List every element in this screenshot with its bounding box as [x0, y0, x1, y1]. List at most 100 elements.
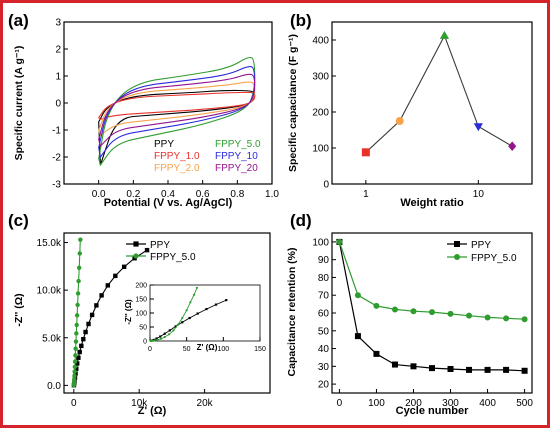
- point-d-FPPY_5.0: [503, 315, 510, 322]
- point-c-PPY: [144, 247, 150, 253]
- legend-c-PPY: PPY: [150, 240, 170, 251]
- point-d-FPPY_5.0: [336, 238, 343, 245]
- point-b-FPPY_20: [508, 141, 517, 151]
- point-c-FPPY_5.0: [74, 322, 79, 328]
- xtick-d-100-label: 100: [368, 398, 385, 409]
- ytick-a-3-label: 3: [55, 18, 61, 29]
- point-c-PPY: [74, 366, 79, 371]
- point-c-FPPY_5.0: [72, 376, 77, 382]
- point-c-PPY: [99, 293, 104, 298]
- point-d-PPY: [521, 367, 528, 374]
- inset-point-c-PPY: [196, 312, 199, 315]
- point-b-FPPY_10: [473, 123, 483, 132]
- ytick-d-100-label: 100: [312, 237, 329, 248]
- xtick-a-0.0-label: 0.0: [92, 189, 106, 200]
- ytick-d-30-label: 30: [318, 362, 330, 373]
- point-c-PPY: [89, 312, 95, 318]
- xlabel-a: Potential (V vs. Ag/AgCl): [104, 197, 233, 209]
- cv-loop-FPPY_5.0: [98, 56, 256, 167]
- ytick-b-0-label: 0: [323, 180, 329, 191]
- panel-label-d: (d): [290, 211, 312, 230]
- inset-ytick-c-150-label: 150: [135, 296, 147, 303]
- ytick-d-40-label: 40: [318, 344, 330, 355]
- inset-ytick-c-100-label: 100: [135, 310, 147, 317]
- inset-point-c-FPPY_5.0: [185, 309, 188, 312]
- point-b-FPPY_5.0: [439, 30, 450, 39]
- ytick-a-0-label: 0: [55, 99, 61, 110]
- inset-point-c-PPY: [163, 332, 166, 335]
- ytick-c-15000-label: 15.0k: [37, 238, 62, 249]
- inset-ylabel-c: -Z'' (Ω): [124, 299, 133, 325]
- legend-a-FPPY_2.0: FPPY_2.0: [154, 163, 200, 174]
- inset-point-c-FPPY_5.0: [189, 301, 192, 304]
- inset-xtick-c-50-label: 50: [183, 346, 191, 353]
- xtick-a-0.6-label: 0.6: [196, 189, 210, 200]
- ytick-d-20-label: 20: [318, 380, 330, 391]
- ytick-c-5000-label: 5.0k: [42, 333, 62, 344]
- inset-xtick-c-0-label: 0: [148, 346, 152, 353]
- ytick-a--2-label: -2: [52, 153, 61, 164]
- xtick-c-20000-label: 20k: [197, 398, 214, 409]
- inset-xtick-c-150-label: 150: [254, 346, 266, 353]
- xlabel-d: Cycle number: [396, 405, 469, 417]
- inset-point-c-PPY: [155, 337, 158, 340]
- inset-point-c-FPPY_5.0: [195, 286, 199, 289]
- xtick-d-400-label: 400: [479, 398, 496, 409]
- point-c-PPY: [77, 349, 82, 355]
- point-d-PPY: [391, 361, 398, 368]
- inset-point-c-FPPY_5.0: [159, 337, 163, 340]
- ytick-b-200-label: 200: [312, 108, 329, 119]
- point-d-PPY: [373, 350, 380, 357]
- inset-point-c-PPY: [159, 335, 162, 338]
- xlabel-c: Z' (Ω): [138, 405, 167, 417]
- point-d-PPY: [447, 366, 454, 372]
- panel-label-a: (a): [8, 11, 29, 30]
- ytick-d-60-label: 60: [318, 309, 330, 320]
- point-c-FPPY_5.0: [73, 346, 78, 351]
- ytick-c-0-label: 0.0: [47, 381, 61, 392]
- inset-point-c-PPY: [214, 303, 218, 306]
- point-d-PPY: [503, 366, 510, 373]
- legend-d-marker-FPPY_5.0: [454, 254, 460, 260]
- point-c-PPY: [94, 303, 99, 308]
- point-c-PPY: [105, 283, 111, 288]
- cv-loop-FPPY_10: [98, 66, 256, 159]
- point-d-FPPY_5.0: [410, 308, 417, 315]
- legend-c-FPPY_5.0: FPPY_5.0: [150, 252, 196, 263]
- point-c-FPPY_5.0: [73, 339, 79, 344]
- point-d-FPPY_5.0: [354, 292, 361, 299]
- ylabel-a: Specific current (A g⁻¹): [13, 46, 25, 161]
- inset-point-c-FPPY_5.0: [172, 329, 175, 332]
- point-c-FPPY_5.0: [74, 313, 80, 318]
- point-d-FPPY_5.0: [484, 314, 491, 321]
- point-d-PPY: [466, 366, 473, 373]
- legend-d-FPPY_5.0: FPPY_5.0: [471, 253, 517, 264]
- point-d-FPPY_5.0: [466, 312, 473, 319]
- legend-c-marker-FPPY_5.0: [133, 253, 139, 259]
- cv-loop-FPPY_1.0: [97, 91, 256, 120]
- legend-a-FPPY_5.0: FPPY_5.0: [215, 139, 261, 150]
- inset-point-c-PPY: [188, 316, 191, 320]
- ytick-d-70-label: 70: [318, 291, 330, 302]
- point-d-FPPY_5.0: [521, 316, 528, 323]
- point-d-PPY: [410, 363, 417, 370]
- inset-point-c-PPY: [225, 299, 228, 302]
- point-c-PPY: [121, 264, 127, 270]
- legend-d-marker-PPY: [454, 241, 460, 247]
- axes-frame-b: [331, 21, 533, 185]
- xtick-d-0-label: 0: [337, 398, 343, 409]
- inset-ytick-c-50-label: 50: [139, 324, 147, 331]
- xtick-c-10000-label: 10k: [131, 398, 148, 409]
- point-d-PPY: [429, 365, 435, 372]
- inset-point-c-FPPY_5.0: [181, 316, 184, 320]
- ytick-b-100-label: 100: [312, 144, 329, 155]
- ylabel-c: -Z'' (Ω): [13, 293, 25, 326]
- xtick-d-300-label: 300: [442, 398, 459, 409]
- legend-a-FPPY_10: FPPY_10: [215, 151, 258, 162]
- point-c-FPPY_5.0: [72, 364, 78, 370]
- inset-point-c-FPPY_5.0: [156, 338, 159, 341]
- point-c-PPY: [76, 355, 81, 360]
- inset-ytick-c-0-label: 0: [143, 338, 147, 345]
- inset-point-c-PPY: [174, 325, 177, 328]
